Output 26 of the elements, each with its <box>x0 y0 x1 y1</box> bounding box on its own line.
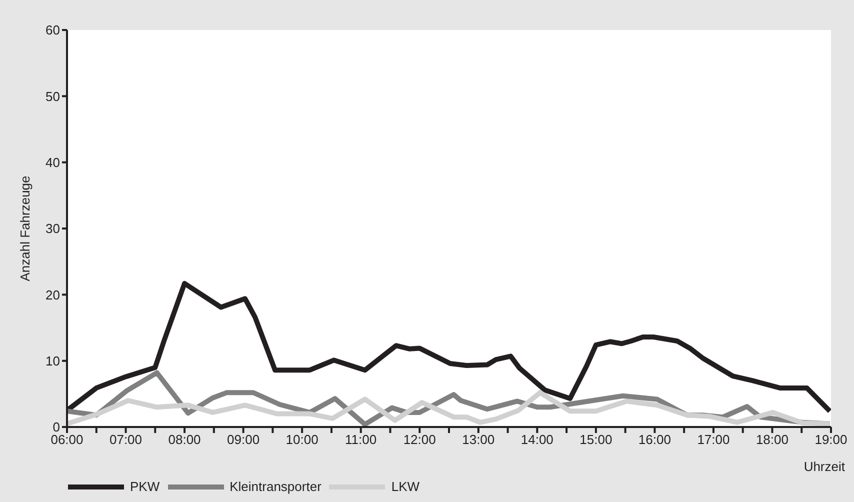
legend-label: PKW <box>130 479 160 494</box>
x-tick-label: 11:00 <box>345 432 377 448</box>
y-tick-label: 60 <box>46 22 60 38</box>
x-tick-label: 13:00 <box>462 432 495 448</box>
x-tick-label: 17:00 <box>697 432 730 448</box>
y-tick-label: 10 <box>46 353 60 368</box>
legend-label: LKW <box>391 479 420 494</box>
x-tick-label: 19:00 <box>814 432 848 448</box>
y-axis-title: Anzahl Fahrzeuge <box>18 176 33 282</box>
legend-label: Kleintransporter <box>230 479 322 494</box>
x-tick-label: 10:00 <box>286 432 318 448</box>
y-tick-label: 30 <box>46 221 60 236</box>
x-tick-label: 06:00 <box>50 432 84 448</box>
y-tick-label: 50 <box>46 88 60 104</box>
x-axis-title: Uhrzeit <box>804 459 846 474</box>
y-tick-label: 0 <box>52 420 60 435</box>
x-tick-label: 09:00 <box>227 432 260 448</box>
y-tick-label: 40 <box>46 154 60 170</box>
x-tick-label: 08:00 <box>168 432 201 448</box>
y-tick-label: 20 <box>46 287 60 302</box>
x-tick-label: 14:00 <box>520 432 554 448</box>
x-tick-label: 07:00 <box>109 432 142 448</box>
x-tick-label: 15:00 <box>580 432 612 448</box>
x-tick-label: 18:00 <box>756 432 789 448</box>
x-tick-label: 12:00 <box>403 432 436 448</box>
x-tick-label: 16:00 <box>638 432 671 448</box>
